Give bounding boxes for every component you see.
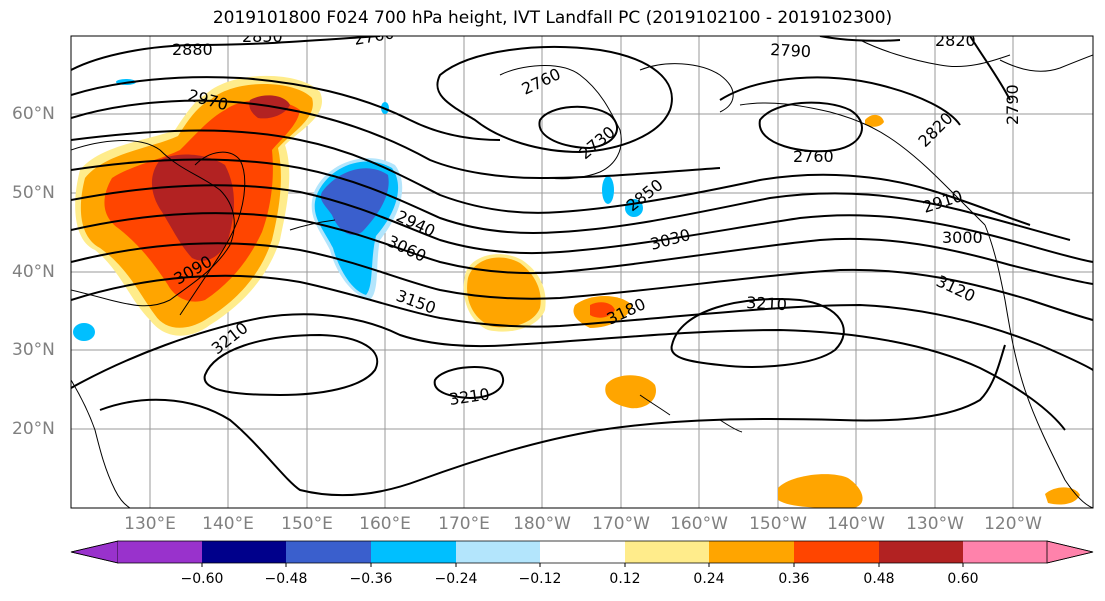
lon-label: 150°W bbox=[749, 514, 807, 534]
lon-label: 170°W bbox=[592, 514, 650, 534]
shading-orange-central bbox=[467, 257, 541, 328]
lon-label: 140°E bbox=[202, 514, 254, 534]
contour-label: 2760 bbox=[793, 147, 834, 166]
lon-label: 130°W bbox=[906, 514, 964, 534]
colorbar-segment bbox=[286, 541, 371, 563]
lon-label: 130°E bbox=[124, 514, 176, 534]
shading-darkred-asia bbox=[151, 154, 234, 261]
lon-label: 150°E bbox=[281, 514, 333, 534]
ivt-shading bbox=[73, 75, 1080, 508]
contour-label: 2820 bbox=[935, 31, 976, 50]
colorbar-extend-left bbox=[70, 540, 119, 564]
map-title: 2019101800 F024 700 hPa height, IVT Land… bbox=[212, 8, 893, 28]
shading-sky-west bbox=[73, 323, 95, 341]
colorbar-outline bbox=[70, 540, 1094, 564]
lon-label: 180°W bbox=[513, 514, 571, 534]
shading-red-central bbox=[590, 302, 615, 318]
shading-sky-aleutian bbox=[602, 176, 614, 204]
colorbar-tick-label: 0.36 bbox=[778, 571, 810, 587]
colorbar-segment bbox=[371, 541, 456, 563]
lon-label: 160°W bbox=[670, 514, 728, 534]
colorbar-segment bbox=[625, 541, 709, 563]
lon-label: 140°W bbox=[827, 514, 885, 534]
colorbar-segment bbox=[540, 541, 625, 563]
lon-label: 170°E bbox=[438, 514, 490, 534]
lon-label: 160°E bbox=[359, 514, 411, 534]
height-contours bbox=[71, 36, 1093, 497]
contour-label: 3210 bbox=[746, 293, 788, 314]
colorbar-tick-label: −0.24 bbox=[434, 571, 478, 587]
colorbar-segment bbox=[202, 541, 286, 563]
shading-orange-se-2 bbox=[1045, 487, 1080, 505]
colorbar-extend-right bbox=[1046, 540, 1094, 564]
colorbar-segment bbox=[963, 541, 1047, 563]
shading-orange-ak bbox=[865, 114, 884, 127]
colorbar-tick-label: −0.48 bbox=[264, 571, 308, 587]
contour-label: 2880 bbox=[172, 40, 213, 59]
colorbar-tick-label: 0.48 bbox=[863, 571, 895, 587]
colorbar-segment bbox=[456, 541, 540, 563]
colorbar-tick-label: −0.12 bbox=[518, 571, 562, 587]
shading-orange-se bbox=[778, 474, 863, 508]
lon-label: 120°W bbox=[984, 514, 1042, 534]
colorbar-tick-label: −0.60 bbox=[180, 571, 224, 587]
lat-label: 60°N bbox=[12, 104, 55, 124]
colorbar-ticks bbox=[201, 563, 964, 567]
contour-label: 2790 bbox=[1003, 84, 1022, 125]
colorbar-segment bbox=[118, 541, 202, 563]
colorbar-segment bbox=[879, 541, 963, 563]
contour-label: 2850 bbox=[242, 27, 283, 46]
contour-label: 2790 bbox=[770, 40, 812, 61]
contour-label: 3000 bbox=[942, 228, 983, 247]
map-frame bbox=[70, 35, 1094, 509]
shading-orange-hawaii bbox=[605, 375, 656, 409]
colorbar-tick-label: 0.24 bbox=[693, 571, 725, 587]
colorbar-segment bbox=[794, 541, 879, 563]
colorbar-tick-label: −0.36 bbox=[349, 571, 393, 587]
lat-label: 20°N bbox=[12, 419, 55, 439]
lat-label: 40°N bbox=[12, 262, 55, 282]
shading-blue-kurils bbox=[320, 168, 389, 235]
colorbar-tick-label: 0.12 bbox=[609, 571, 641, 587]
colorbar-segment bbox=[709, 541, 794, 563]
lat-label: 50°N bbox=[12, 183, 55, 203]
lat-label: 30°N bbox=[12, 340, 55, 360]
colorbar bbox=[70, 540, 1094, 567]
colorbar-tick-label: 0.60 bbox=[947, 571, 979, 587]
